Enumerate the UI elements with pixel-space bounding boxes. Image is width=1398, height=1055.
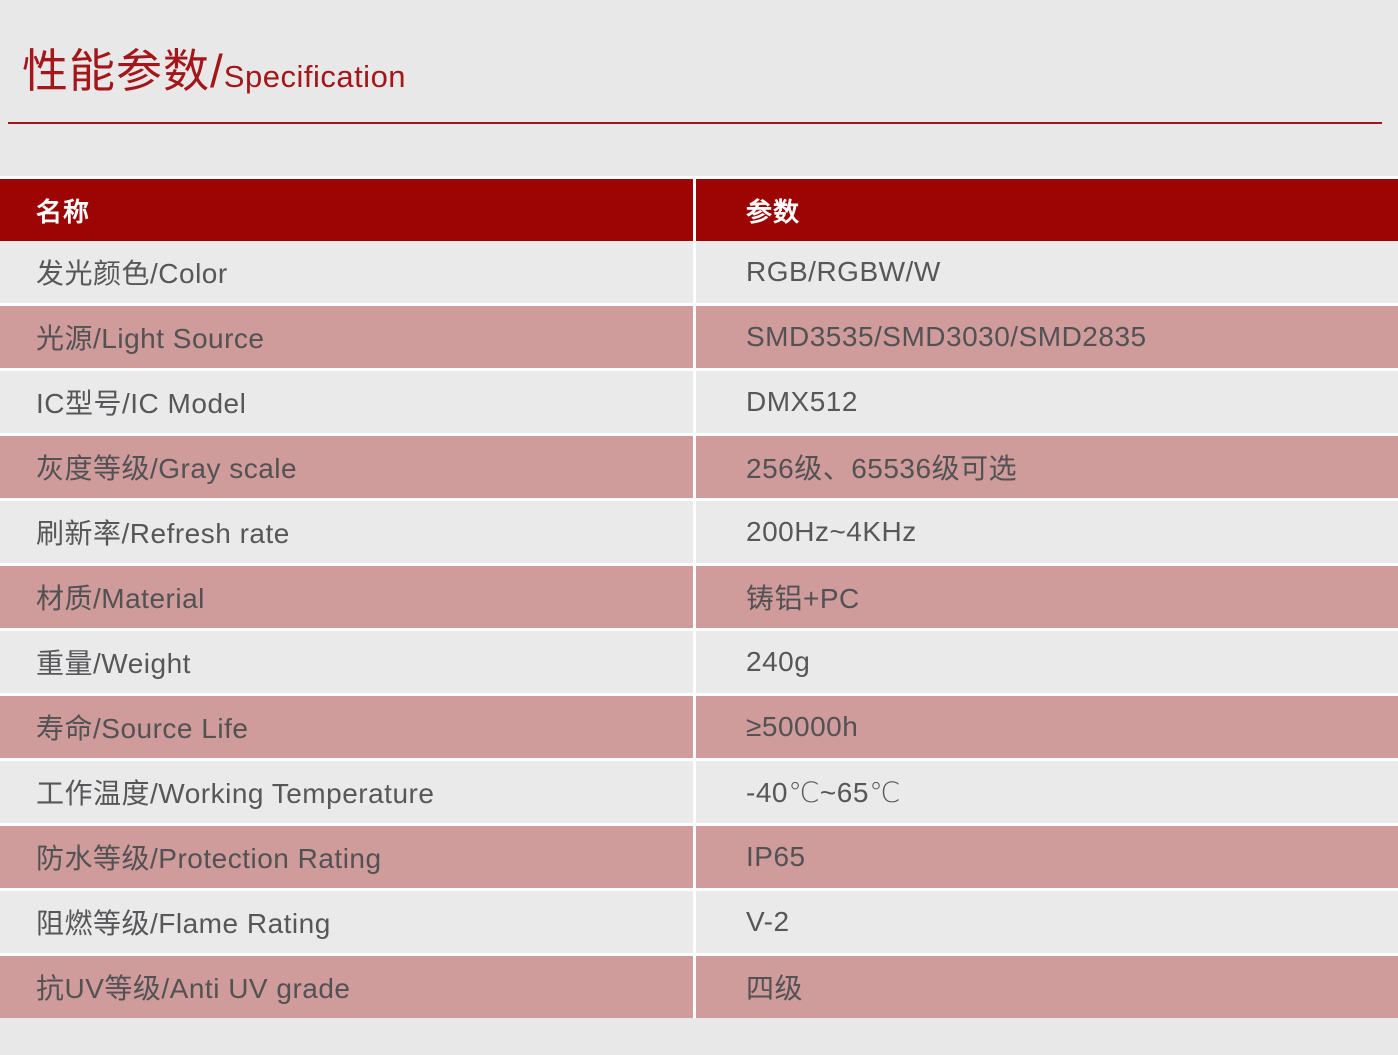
row-value-cell: 240g [696,631,1398,693]
table-row: 抗UV等级/Anti UV grade 四级 [0,956,1398,1018]
row-name-cell: 抗UV等级/Anti UV grade [0,956,693,1018]
table-row: 灰度等级/Gray scale 256级、65536级可选 [0,436,1398,498]
header-cell-value: 参数 [696,179,1398,241]
table-row: 重量/Weight 240g [0,631,1398,693]
row-name-cell: 材质/Material [0,566,693,628]
row-value-cell: ≥50000h [696,696,1398,758]
row-name-cell: 灰度等级/Gray scale [0,436,693,498]
row-value-cell: 200Hz~4KHz [696,501,1398,563]
spec-table: 名称 参数 发光颜色/Color RGB/RGBW/W 光源/Light Sourc… [0,176,1398,1018]
row-value-cell: IP65 [696,826,1398,888]
table-row: 阻燃等级/Flame Rating V-2 [0,891,1398,953]
table-row: 光源/Light Source SMD3535/SMD3030/SMD2835 [0,306,1398,368]
table-row: 防水等级/Protection Rating IP65 [0,826,1398,888]
row-value-cell: V-2 [696,891,1398,953]
row-name-cell: 防水等级/Protection Rating [0,826,693,888]
row-name-cell: 刷新率/Refresh rate [0,501,693,563]
row-value-cell: 四级 [696,956,1398,1018]
row-value-cell: -40℃~65℃ [696,761,1398,823]
table-row: 材质/Material 铸铝+PC [0,566,1398,628]
page-title-zh: 性能参数/ [22,45,224,97]
row-value-cell: DMX512 [696,371,1398,433]
row-value-cell: SMD3535/SMD3030/SMD2835 [696,306,1398,368]
header-cell-name: 名称 [0,179,693,241]
row-name-cell: 寿命/Source Life [0,696,693,758]
table-row: 刷新率/Refresh rate 200Hz~4KHz [0,501,1398,563]
table-row: 发光颜色/Color RGB/RGBW/W [0,241,1398,303]
table-row: 寿命/Source Life ≥50000h [0,696,1398,758]
table-row: IC型号/IC Model DMX512 [0,371,1398,433]
row-value-cell: 256级、65536级可选 [696,436,1398,498]
title-underline [8,122,1382,124]
row-value-cell: 铸铝+PC [696,566,1398,628]
page-title-en: Specification [223,59,407,94]
row-name-cell: 工作温度/Working Temperature [0,761,693,823]
row-name-cell: IC型号/IC Model [0,371,693,433]
row-name-cell: 光源/Light Source [0,306,693,368]
table-body: 发光颜色/Color RGB/RGBW/W 光源/Light Source SMD35… [0,241,1398,1018]
row-name-cell: 阻燃等级/Flame Rating [0,891,693,953]
page-title: 性能参数/Specification [22,46,1398,102]
table-row: 工作温度/Working Temperature -40℃~65℃ [0,761,1398,823]
row-name-cell: 发光颜色/Color [0,241,693,303]
row-name-cell: 重量/Weight [0,631,693,693]
spec-sheet-page: 性能参数/Specification 名称 参数 发光颜色/Color RGB/R… [0,46,1398,1018]
row-value-cell: RGB/RGBW/W [696,241,1398,303]
table-header-row: 名称 参数 [0,179,1398,241]
